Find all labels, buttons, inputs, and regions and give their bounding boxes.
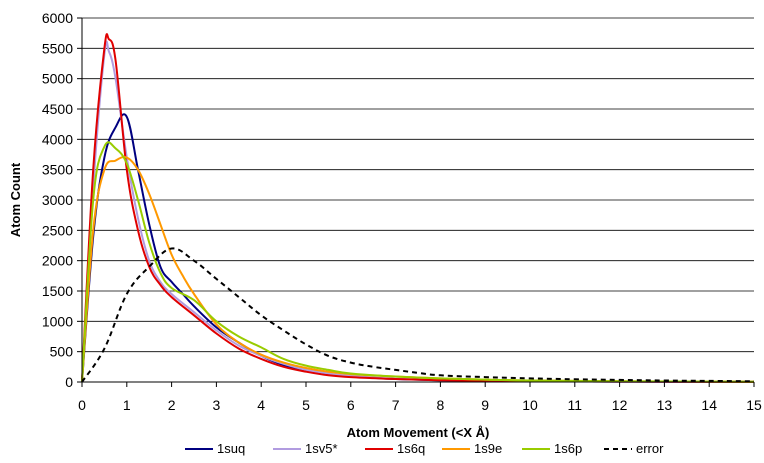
x-tick-label-3: 3 xyxy=(213,397,221,413)
y-tick-label-2500: 2500 xyxy=(42,222,73,238)
series-line-1suq xyxy=(81,113,755,383)
x-tick-label-5: 5 xyxy=(302,397,310,413)
x-tick-label-12: 12 xyxy=(612,397,628,413)
legend: 1suq 1sv5* 1s6q 1s9e 1s6p error xyxy=(185,441,664,456)
y-tick-label-5000: 5000 xyxy=(42,71,73,87)
y-tick-label-3500: 3500 xyxy=(42,162,73,178)
legend-label-1suq: 1suq xyxy=(217,441,245,456)
series-lines xyxy=(81,33,755,383)
x-tick-label-7: 7 xyxy=(392,397,400,413)
x-tick-label-11: 11 xyxy=(568,397,583,413)
series-line-1s6q xyxy=(81,33,755,383)
x-axis-title: Atom Movement (<X Å) xyxy=(347,425,490,440)
x-tick-label-0: 0 xyxy=(78,397,86,413)
series-line-1sv5* xyxy=(81,40,755,383)
series-line-error xyxy=(81,247,755,383)
y-tick-label-1500: 1500 xyxy=(42,283,73,299)
x-tick-labels: 0 1 2 3 4 5 6 7 8 9 10 11 12 13 14 15 xyxy=(78,397,762,413)
legend-label-1s6q: 1s6q xyxy=(397,441,425,456)
x-tick-label-13: 13 xyxy=(657,397,673,413)
y-tick-label-0: 0 xyxy=(65,374,73,390)
y-tick-label-3000: 3000 xyxy=(42,192,73,208)
y-tick-label-6000: 6000 xyxy=(42,10,73,26)
x-tick-label-15: 15 xyxy=(746,397,762,413)
x-tick-label-8: 8 xyxy=(437,397,445,413)
y-tick-label-1000: 1000 xyxy=(42,313,73,329)
x-tick-label-6: 6 xyxy=(347,397,355,413)
y-tick-label-4000: 4000 xyxy=(42,131,73,147)
axes xyxy=(77,17,755,387)
x-tick-label-1: 1 xyxy=(123,397,131,413)
x-tick-label-14: 14 xyxy=(701,397,717,413)
y-tick-label-500: 500 xyxy=(50,344,74,360)
legend-label-1s9e: 1s9e xyxy=(474,441,502,456)
y-axis-title: Atom Count xyxy=(8,162,23,237)
x-tick-label-2: 2 xyxy=(168,397,176,413)
x-tick-label-9: 9 xyxy=(481,397,489,413)
legend-label-1sv5*: 1sv5* xyxy=(305,441,338,456)
series-line-1s9e xyxy=(81,156,755,383)
legend-label-error: error xyxy=(636,441,664,456)
x-tick-label-10: 10 xyxy=(522,397,538,413)
grid-lines xyxy=(82,17,754,353)
y-tick-label-2000: 2000 xyxy=(42,253,73,269)
x-tick-label-4: 4 xyxy=(257,397,265,413)
series-line-1s6p xyxy=(81,141,755,383)
y-tick-label-5500: 5500 xyxy=(42,40,73,56)
legend-label-1s6p: 1s6p xyxy=(554,441,582,456)
y-tick-labels: 0 500 1000 1500 2000 2500 3000 3500 4000 4500 5000… xyxy=(42,10,73,390)
y-tick-label-4500: 4500 xyxy=(42,101,73,117)
